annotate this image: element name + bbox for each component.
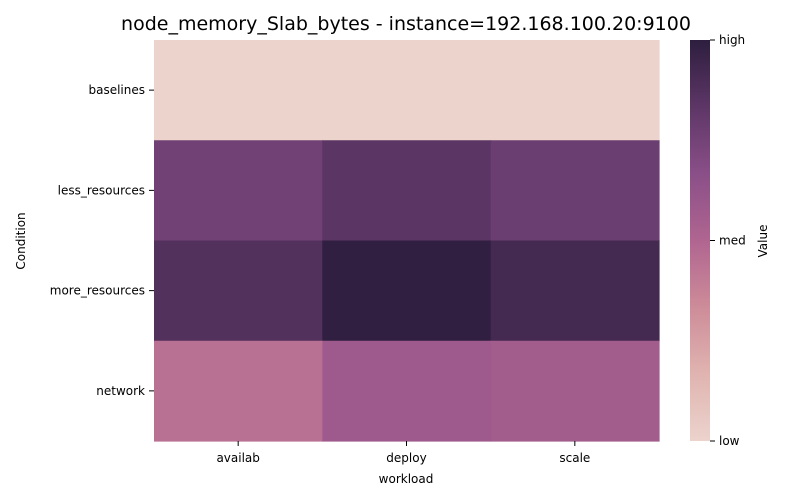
heatmap-cell xyxy=(322,140,492,242)
heatmap-cell xyxy=(154,40,323,141)
heatmap-cells xyxy=(154,40,660,442)
y-axis-ticks: baselines less_resources more_resourcesnet… xyxy=(50,83,154,398)
heatmap-cell xyxy=(322,40,492,141)
heatmap-cell xyxy=(322,240,492,342)
y-tick-label: baselines xyxy=(88,83,145,97)
colorbar-ticks: low med high xyxy=(710,33,746,448)
heatmap-cell xyxy=(154,340,323,442)
x-axis-label: workload xyxy=(379,472,434,486)
x-tick-label: deploy xyxy=(386,451,426,465)
heatmap-cell xyxy=(322,340,492,442)
x-tick-label: scale xyxy=(559,451,590,465)
heatmap-cell xyxy=(490,140,660,242)
y-tick-label: more_resources xyxy=(50,284,145,298)
colorbar-gradient xyxy=(690,40,710,441)
colorbar-tick-label: med xyxy=(719,234,746,248)
colorbar-tick-label: high xyxy=(719,33,745,47)
colorbar-tick-label: low xyxy=(719,434,740,448)
heatmap-cell xyxy=(490,240,660,342)
y-tick-label: network xyxy=(96,384,145,398)
chart-title: node_memory_Slab_bytes - instance=192.16… xyxy=(121,13,691,35)
y-axis-label: Condition xyxy=(14,212,28,269)
heatmap-cell xyxy=(490,40,660,141)
y-tick-label: less_resources xyxy=(58,183,145,197)
colorbar: low med high Value xyxy=(690,33,770,448)
heatmap-cell xyxy=(490,340,660,442)
x-tick-label: availab xyxy=(216,451,259,465)
heatmap-cell xyxy=(154,240,323,342)
colorbar-label: Value xyxy=(756,225,770,258)
heatmap-cell xyxy=(154,140,323,242)
x-axis-ticks: availab deploy scale xyxy=(216,441,590,465)
